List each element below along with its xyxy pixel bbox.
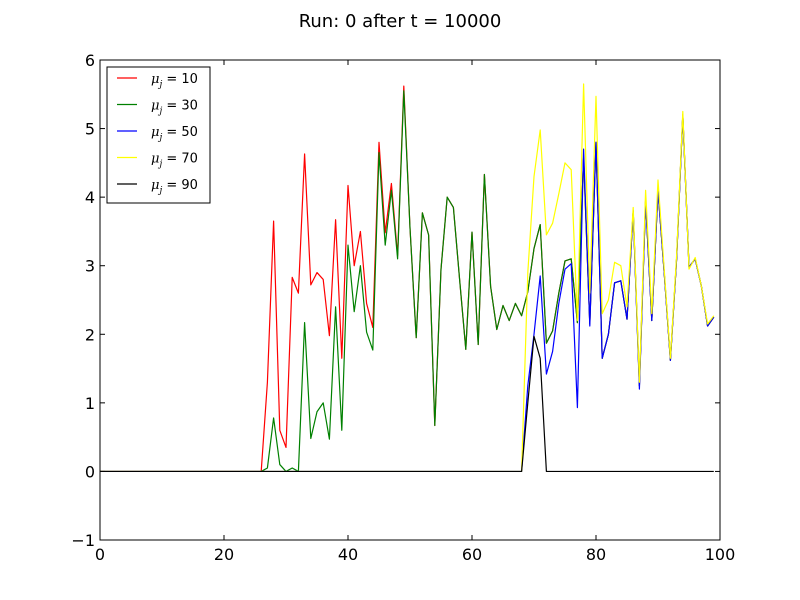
y-tick-label: 4 [85, 188, 95, 207]
series-line-5 [100, 335, 714, 473]
legend-box [106, 66, 211, 204]
legend-label-1: μj = 10 [151, 72, 198, 90]
x-tick-label: 100 [705, 545, 736, 564]
x-tick-label: 40 [338, 545, 358, 564]
x-tick-label: 20 [214, 545, 234, 564]
legend-label-4: μj = 70 [151, 152, 198, 170]
legend-label-5: μj = 90 [151, 178, 198, 196]
series-layer [100, 83, 715, 473]
legend-label-2: μj = 30 [151, 99, 198, 117]
y-tick-label: −1 [71, 531, 95, 550]
plot-frame [99, 59, 721, 541]
y-tick-label: 2 [85, 325, 95, 344]
legend: μj = 10 μj = 30 μj = 50 μj = 70 μj = 90 [106, 66, 211, 204]
x-tick-label: 0 [95, 545, 105, 564]
x-tick-label: 60 [462, 545, 482, 564]
y-tick-label: 1 [85, 394, 95, 413]
y-tick-label: 6 [85, 51, 95, 70]
y-tick-label: 0 [85, 462, 95, 481]
x-tick-label: 80 [586, 545, 606, 564]
legend-label-3: μj = 50 [151, 125, 198, 143]
chart-title: Run: 0 after t = 10000 [299, 11, 502, 32]
y-tick-label: 5 [85, 120, 95, 139]
y-tick-label: 3 [85, 257, 95, 276]
x-axis: 0 20 40 60 80 100 [95, 60, 735, 564]
y-axis: −1 0 1 2 3 4 5 6 [71, 51, 720, 550]
